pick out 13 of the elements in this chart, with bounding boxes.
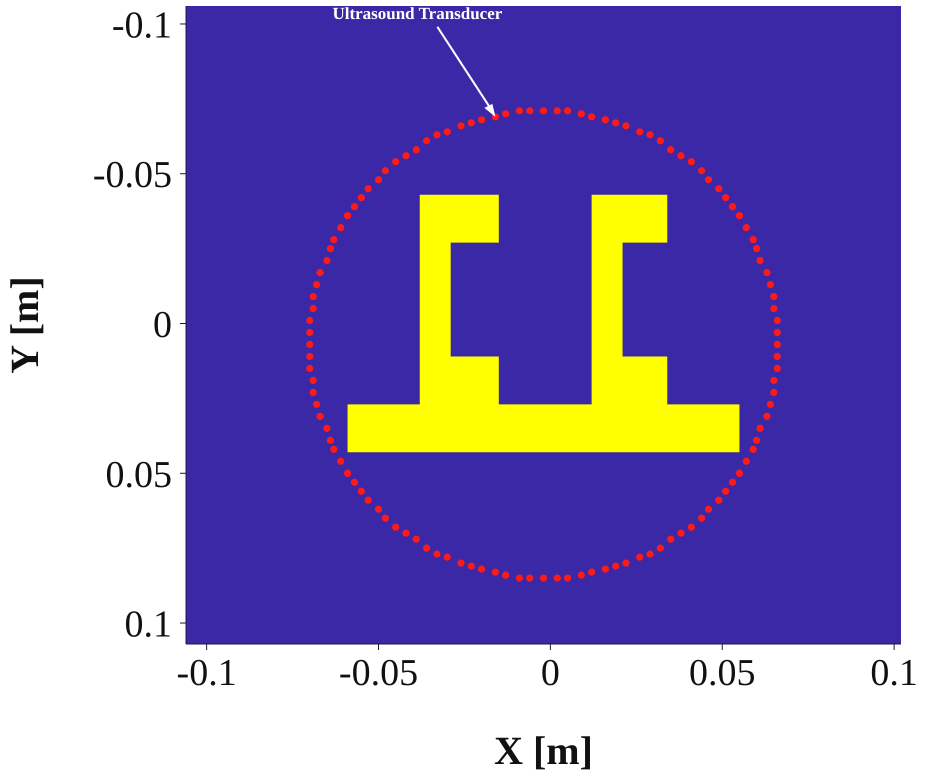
x-tick-label: -0.05 [338, 652, 418, 694]
x-tick-label: -0.1 [176, 652, 237, 694]
x-axis-title: X [m] [494, 728, 593, 773]
y-tick-label: -0.1 [112, 4, 172, 46]
y-tick-label: 0.1 [124, 604, 172, 646]
x-tick-label: 0.1 [870, 652, 918, 694]
x-tick-label: 0.05 [689, 652, 756, 694]
y-axis-title: Y [m] [2, 276, 47, 374]
y-tick-label: -0.05 [92, 154, 172, 196]
x-tick-label: 0 [540, 652, 560, 694]
y-tick-label: 0 [153, 304, 172, 346]
annotation: Ultrasound Transducer [332, 4, 503, 23]
y-tick-label: 0.05 [106, 454, 172, 496]
